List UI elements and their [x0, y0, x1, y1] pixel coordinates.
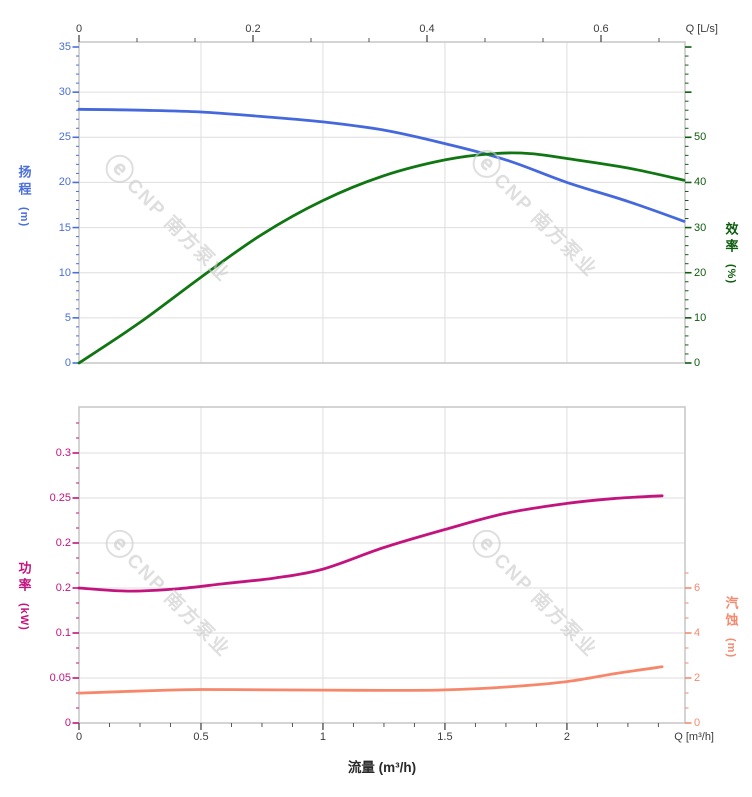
npsh-tick-label: 6: [694, 582, 701, 594]
top-axis-tick-label: 0: [75, 23, 83, 35]
npsh-tick-label: 2: [694, 672, 701, 684]
head-tick-label: 0: [64, 357, 71, 369]
power-axis-title: 功率 (kW): [12, 561, 36, 631]
npsh-axis-title: 汽蚀 (m): [719, 596, 743, 658]
power-tick-label: 0.2: [55, 582, 71, 594]
head-curve: [77, 107, 686, 223]
top-axis-tick-label: 0.6: [593, 23, 609, 35]
bottom-axis-tick-label: 0: [75, 731, 83, 743]
head-tick-label: 35: [58, 41, 71, 53]
power-tick-label: 0.25: [49, 492, 71, 504]
efficiency-curve: [77, 151, 686, 365]
flow-axis-label: 流量 (m³/h): [347, 760, 417, 775]
efficiency-axis-title: 效率 (%): [719, 222, 743, 284]
top-axis-unit: Q [L/s]: [685, 23, 718, 35]
power-curve: [77, 494, 664, 593]
npsh-tick-label: 0: [694, 717, 701, 729]
gridlines: [79, 42, 685, 723]
npsh-axis-unit: (m): [725, 638, 737, 659]
npsh-tick-label: 4: [694, 627, 701, 639]
head-axis-title-text: 扬程: [16, 165, 32, 199]
efficiency-tick-label: 30: [694, 221, 707, 234]
efficiency-axis-title-text: 效率: [723, 222, 739, 256]
power-axis-title-text: 功率: [16, 561, 32, 595]
head-axis-unit: (m): [18, 207, 30, 228]
head-tick-label: 5: [64, 311, 71, 324]
bottom-axis-tick-label: 1.5: [437, 731, 453, 743]
efficiency-tick-label: 40: [694, 176, 707, 189]
power-tick-label: 0: [64, 717, 71, 729]
efficiency-axis-unit: (%): [725, 264, 737, 285]
bottom-axis-tick-label: 2: [563, 731, 570, 743]
power-tick-label: 0.3: [55, 447, 71, 459]
head-tick-label: 25: [58, 131, 71, 144]
efficiency-tick-label: 10: [694, 311, 707, 324]
efficiency-tick-label: 50: [694, 131, 707, 144]
power-tick-label: 0.2: [55, 537, 71, 549]
axis-ticks: [72, 35, 692, 730]
top-axis-tick-label: 0.4: [419, 23, 435, 35]
head-tick-label: 30: [58, 86, 71, 99]
top-axis-tick-label: 0.2: [245, 23, 261, 35]
panel-borders: [78, 41, 686, 724]
bottom-axis-unit: Q [m³/h]: [674, 731, 714, 743]
npsh-axis-title-text: 汽蚀: [723, 596, 739, 630]
power-axis-unit: (kW): [18, 603, 30, 631]
bottom-axis-tick-label: 0.5: [193, 731, 209, 743]
efficiency-tick-label: 20: [694, 266, 707, 279]
curves: [77, 107, 686, 695]
head-tick-label: 15: [58, 221, 71, 234]
power-tick-label: 0.1: [55, 627, 71, 639]
efficiency-tick-label: 0: [694, 357, 701, 369]
head-axis-title: 扬程 (m): [12, 165, 36, 227]
head-tick-label: 20: [58, 176, 71, 189]
npsh-curve: [77, 665, 664, 695]
power-tick-label: 0.05: [49, 672, 71, 684]
bottom-axis-tick-label: 1: [319, 731, 327, 743]
head-tick-label: 10: [58, 266, 71, 279]
